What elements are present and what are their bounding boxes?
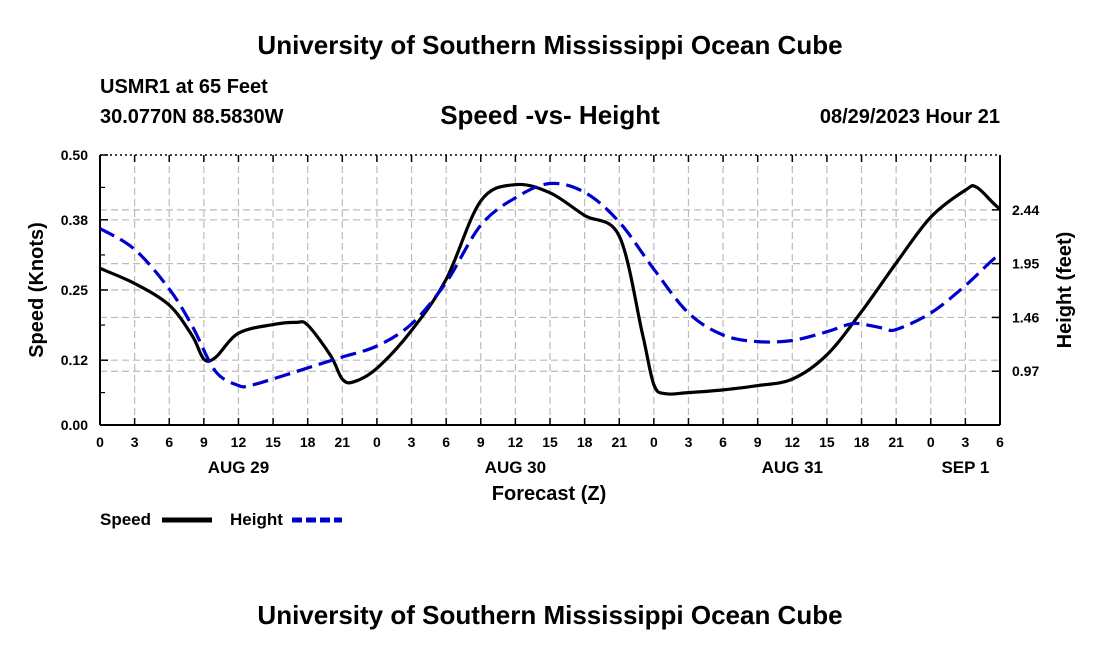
station-coordinates: 30.0770N 88.5830W xyxy=(100,106,284,128)
x-tick-label: 3 xyxy=(685,434,693,450)
date-label: AUG 29 xyxy=(208,458,269,477)
legend-label-height: Height xyxy=(230,510,283,529)
x-axis-title: Forecast (Z) xyxy=(492,483,606,505)
date-label: AUG 31 xyxy=(762,458,823,477)
x-tick-label: 18 xyxy=(300,434,316,450)
station-label: USMR1 at 65 Feet xyxy=(100,76,268,98)
x-tick-label: 0 xyxy=(927,434,935,450)
y-tick-label: 0.38 xyxy=(61,212,88,228)
axes xyxy=(99,154,1001,426)
x-tick-label: 18 xyxy=(854,434,870,450)
x-tick-label: 6 xyxy=(165,434,173,450)
x-tick-label: 0 xyxy=(650,434,658,450)
chart-subtitle: Speed -vs- Height xyxy=(440,100,660,130)
forecast-datetime: 08/29/2023 Hour 21 xyxy=(819,106,1000,128)
date-label: AUG 30 xyxy=(485,458,546,477)
x-tick-label: 12 xyxy=(508,434,524,450)
x-tick-label: 12 xyxy=(785,434,801,450)
axis-labels: 0 3 6 9 12 15 18 21 0 3 6 9 12 15 18 21 0 3 6 9 12 15 18 21 0 3 6 0… xyxy=(61,147,1040,477)
x-tick-label: 3 xyxy=(131,434,139,450)
x-tick-label: 21 xyxy=(888,434,904,450)
x-tick-label: 3 xyxy=(408,434,416,450)
date-label: SEP 1 xyxy=(941,458,989,477)
y-axis-title: Speed (Knots) xyxy=(26,222,48,358)
x-tick-label: 3 xyxy=(961,434,969,450)
series-line-speed xyxy=(100,182,1000,396)
y2-tick-label: 2.44 xyxy=(1012,202,1039,218)
y-tick-label: 0.25 xyxy=(61,282,88,298)
x-tick-label: 0 xyxy=(96,434,104,450)
x-tick-label: 0 xyxy=(373,434,381,450)
x-tick-label: 15 xyxy=(819,434,835,450)
x-tick-label: 15 xyxy=(542,434,558,450)
x-tick-label: 6 xyxy=(442,434,450,450)
chart-main-title: University of Southern Mississippi Ocean… xyxy=(257,30,843,60)
y-tick-label: 0.50 xyxy=(61,147,88,163)
chart-footer-title: University of Southern Mississippi Ocean… xyxy=(257,600,843,630)
legend: Speed Height xyxy=(100,510,342,529)
x-tick-label: 12 xyxy=(231,434,247,450)
y2-tick-label: 1.95 xyxy=(1012,256,1039,272)
y-tick-label: 0.00 xyxy=(61,417,88,433)
x-tick-label: 18 xyxy=(577,434,593,450)
x-tick-label: 21 xyxy=(335,434,351,450)
y-tick-label: 0.12 xyxy=(61,352,88,368)
x-tick-label: 21 xyxy=(611,434,627,450)
legend-label-speed: Speed xyxy=(100,510,151,529)
y2-axis-title: Height (feet) xyxy=(1054,232,1076,349)
series-lines xyxy=(100,181,1000,396)
x-tick-label: 6 xyxy=(996,434,1004,450)
x-tick-label: 9 xyxy=(754,434,762,450)
x-tick-label: 9 xyxy=(477,434,485,450)
y2-tick-label: 0.97 xyxy=(1012,363,1039,379)
x-tick-label: 9 xyxy=(200,434,208,450)
x-tick-label: 15 xyxy=(265,434,281,450)
x-tick-label: 6 xyxy=(719,434,727,450)
series-line-height xyxy=(100,181,1000,389)
y2-tick-label: 1.46 xyxy=(1012,309,1039,325)
